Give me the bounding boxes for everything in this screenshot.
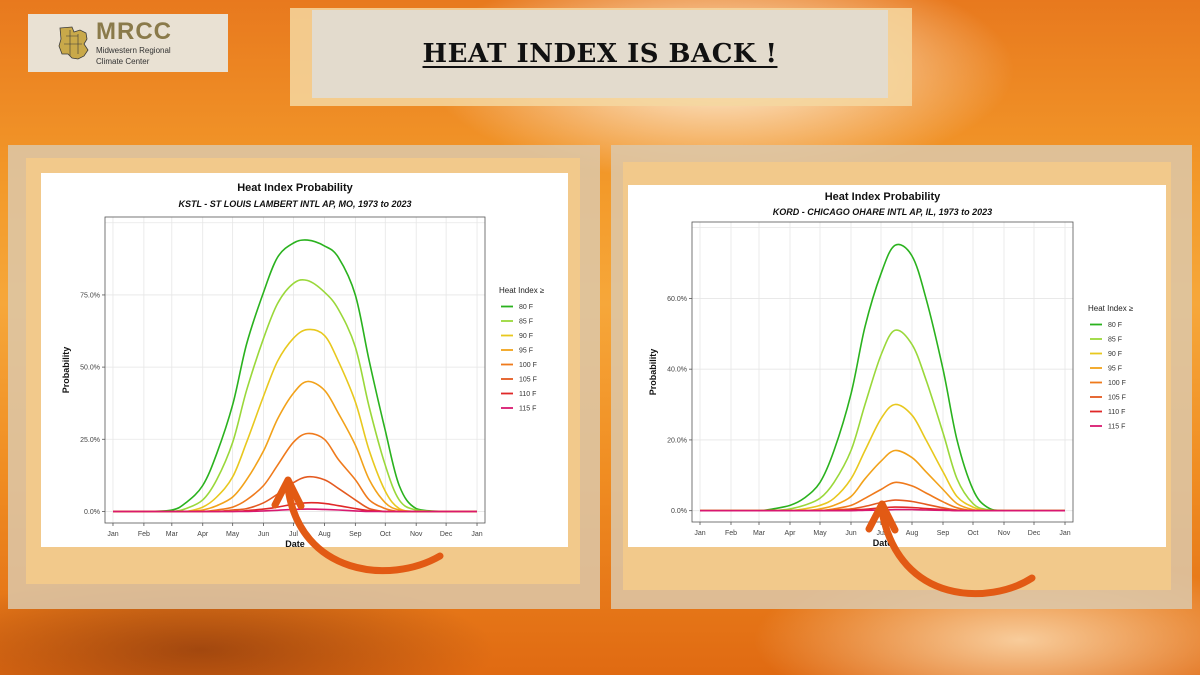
chart-ord: Heat Index Probability KORD - CHICAGO OHA… xyxy=(648,191,1134,547)
legend-label: 110 F xyxy=(1108,409,1125,416)
logo-name: MRCC xyxy=(96,17,172,45)
x-tick-label: Jan xyxy=(107,531,118,538)
legend-label: 80 F xyxy=(1108,322,1122,329)
x-tick-label: May xyxy=(813,530,827,537)
x-tick-label: Nov xyxy=(998,530,1011,537)
legend-label: 85 F xyxy=(1108,337,1122,344)
legend-label: 100 F xyxy=(519,362,537,369)
legend-label: 105 F xyxy=(1108,395,1126,402)
series-line-90f xyxy=(113,328,477,513)
plot-border xyxy=(691,221,1074,523)
legend-label: 95 F xyxy=(1108,366,1122,373)
x-tick-label: Jul xyxy=(877,530,886,537)
x-tick-label: Feb xyxy=(725,530,737,537)
x-tick-label: Feb xyxy=(138,531,150,538)
x-tick-label: Aug xyxy=(318,531,331,538)
x-tick-label: Jan xyxy=(1059,530,1070,537)
x-axis-label: Date xyxy=(285,539,305,547)
series-line-105f xyxy=(113,475,477,513)
series-line-100f xyxy=(113,432,477,513)
x-tick-label: Apr xyxy=(197,531,209,538)
legend-label: 115 F xyxy=(1108,424,1125,431)
headline-text: HEAT INDEX IS BACK ! xyxy=(422,39,778,69)
x-tick-label: Jun xyxy=(258,531,269,538)
x-tick-label: Jun xyxy=(845,530,856,537)
y-tick-label: 50.0% xyxy=(80,365,100,372)
legend-label: 110 F xyxy=(519,391,536,398)
x-tick-label: May xyxy=(226,531,240,538)
chart-subtitle: KSTL - ST LOUIS LAMBERT INTL AP, MO, 197… xyxy=(178,199,411,209)
y-axis-label: Probability xyxy=(648,349,658,396)
series-line-105f xyxy=(700,499,1065,512)
series-line-85f xyxy=(113,278,477,513)
series-line-80f xyxy=(113,239,477,513)
headline-box: HEAT INDEX IS BACK ! xyxy=(312,10,888,98)
y-tick-label: 60.0% xyxy=(667,296,687,303)
series-line-90f xyxy=(700,403,1065,512)
grid xyxy=(692,222,1073,522)
series-line-85f xyxy=(700,329,1065,512)
x-tick-label: Dec xyxy=(1028,530,1041,537)
series-line-95f xyxy=(113,380,477,513)
x-tick-label: Nov xyxy=(410,531,423,538)
legend-label: 85 F xyxy=(519,319,533,326)
legend-label: 90 F xyxy=(1108,351,1122,358)
chart-subtitle: KORD - CHICAGO OHARE INTL AP, IL, 1973 t… xyxy=(773,207,992,217)
x-tick-label: Apr xyxy=(785,530,797,537)
chart-card-ord: Heat Index Probability KORD - CHICAGO OHA… xyxy=(628,185,1166,547)
chart-card-stl: Heat Index Probability KSTL - ST LOUIS LA… xyxy=(41,173,568,547)
logo-subtitle-1: Midwestern Regional xyxy=(96,45,171,55)
x-tick-label: Mar xyxy=(753,530,766,537)
y-tick-label: 25.0% xyxy=(80,437,100,444)
mrcc-logo: MRCC Midwestern Regional Climate Center xyxy=(28,14,228,72)
chart-stl: Heat Index Probability KSTL - ST LOUIS LA… xyxy=(61,182,545,547)
x-tick-label: Mar xyxy=(166,531,179,538)
legend-label: 105 F xyxy=(519,377,537,384)
legend-title: Heat Index ≥ xyxy=(1088,304,1134,313)
y-tick-label: 20.0% xyxy=(667,437,687,444)
x-tick-label: Oct xyxy=(968,530,979,537)
y-tick-label: 75.0% xyxy=(80,292,100,299)
x-tick-label: Oct xyxy=(380,531,391,538)
logo-subtitle-2: Climate Center xyxy=(96,57,150,66)
y-axis-label: Probability xyxy=(61,347,71,394)
series-line-80f xyxy=(700,243,1065,512)
chart-title: Heat Index Probability xyxy=(237,182,353,194)
x-tick-label: Jan xyxy=(471,531,482,538)
y-tick-label: 0.0% xyxy=(84,509,100,516)
x-tick-label: Sep xyxy=(349,531,362,538)
legend-label: 90 F xyxy=(519,333,533,340)
legend-title: Heat Index ≥ xyxy=(499,286,545,295)
y-tick-label: 0.0% xyxy=(671,508,687,515)
grid xyxy=(105,217,485,523)
legend-label: 80 F xyxy=(519,304,533,311)
x-tick-label: Dec xyxy=(440,531,453,538)
y-tick-label: 40.0% xyxy=(667,367,687,374)
x-tick-label: Jan xyxy=(694,530,705,537)
x-tick-label: Jul xyxy=(289,531,298,538)
x-axis-label: Date xyxy=(873,538,893,547)
chart-title: Heat Index Probability xyxy=(825,191,941,203)
x-tick-label: Aug xyxy=(906,530,919,537)
series-line-100f xyxy=(700,481,1065,512)
legend-label: 115 F xyxy=(519,406,536,413)
x-tick-label: Sep xyxy=(937,530,950,537)
legend-label: 95 F xyxy=(519,348,533,355)
series-line-115f xyxy=(700,508,1065,512)
plot-border xyxy=(104,216,486,524)
midwest-map-icon xyxy=(58,26,89,60)
legend-label: 100 F xyxy=(1108,380,1126,387)
